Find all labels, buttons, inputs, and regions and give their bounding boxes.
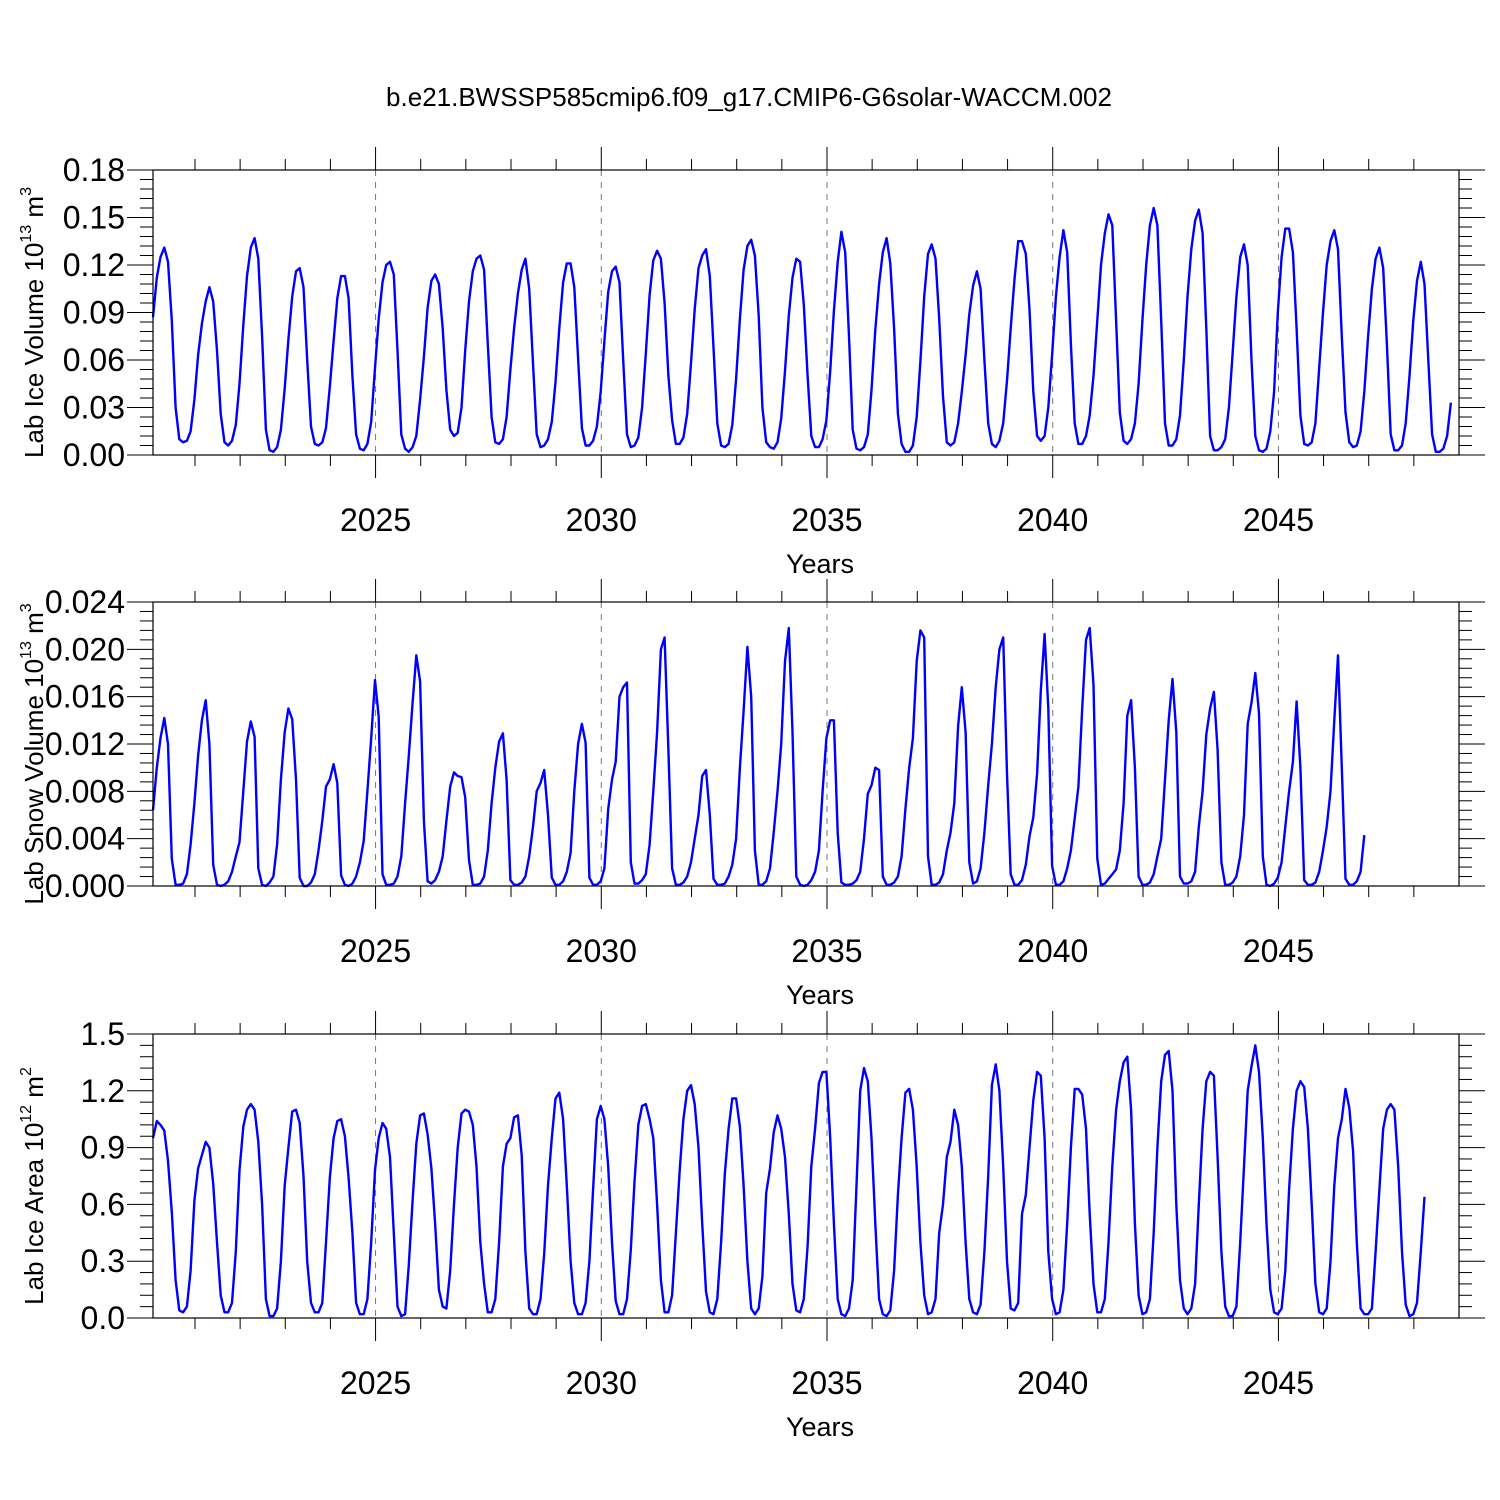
y-tick-label: 0.0 bbox=[81, 1300, 125, 1336]
x-tick-label: 2030 bbox=[566, 933, 637, 969]
y-tick-label: 0.15 bbox=[63, 200, 125, 236]
panel-3: 0.0 0.3 0.6 0.9 1.2 1.5 2025 2030 2035 2040 2045 Ye… bbox=[18, 1011, 1485, 1442]
x-axis-title: Years bbox=[786, 549, 854, 579]
x-tick-label: 2035 bbox=[791, 933, 862, 969]
x-tick-label: 2025 bbox=[340, 502, 411, 538]
y-tick-label: 0.00 bbox=[63, 437, 125, 473]
x-axis-title: Years bbox=[786, 1412, 854, 1442]
y-tick-label: 0.024 bbox=[45, 584, 125, 620]
x-tick-label: 2035 bbox=[791, 502, 862, 538]
y-tick-label: 1.5 bbox=[81, 1016, 125, 1052]
y-tick-label: 0.18 bbox=[63, 152, 125, 188]
y-tick-label: 0.016 bbox=[45, 679, 125, 715]
x-tick-label: 2045 bbox=[1243, 933, 1314, 969]
y-tick-label: 0.9 bbox=[81, 1130, 125, 1166]
y-axis-title: Lab Ice Volume 1013 m3 bbox=[18, 187, 49, 458]
x-tick-label: 2030 bbox=[566, 1365, 637, 1401]
x-tick-label: 2040 bbox=[1017, 1365, 1088, 1401]
y-tick-label: 1.2 bbox=[81, 1073, 125, 1109]
plot-frame bbox=[152, 1033, 1460, 1319]
x-tick-label: 2040 bbox=[1017, 502, 1088, 538]
x-tick-label: 2045 bbox=[1243, 502, 1314, 538]
x-tick-label: 2025 bbox=[340, 933, 411, 969]
y-tick-label: 0.6 bbox=[81, 1186, 125, 1222]
plot-frame bbox=[152, 169, 1460, 456]
y-tick-label: 0.12 bbox=[63, 247, 125, 283]
y-tick-label: 0.3 bbox=[81, 1243, 125, 1279]
x-axis-title: Years bbox=[786, 980, 854, 1010]
y-tick-label: 0.012 bbox=[45, 726, 125, 762]
series-line bbox=[151, 206, 1453, 453]
panel-1: 0.00 0.03 0.06 0.09 0.12 0.15 0.18 2025 2030 2035… bbox=[18, 147, 1485, 579]
y-tick-label: 0.004 bbox=[45, 821, 125, 857]
figure-title: b.e21.BWSSP585cmip6.f09_g17.CMIP6-G6sola… bbox=[386, 82, 1112, 112]
y-tick-label: 0.09 bbox=[63, 295, 125, 331]
panel-2: 0.000 0.004 0.008 0.012 0.016 0.020 0.024 2025 2… bbox=[18, 579, 1485, 1010]
x-tick-label: 2035 bbox=[791, 1365, 862, 1401]
series-line bbox=[151, 626, 1366, 888]
y-tick-label: 0.03 bbox=[63, 390, 125, 426]
plot-frame bbox=[152, 601, 1460, 887]
y-tick-label: 0.06 bbox=[63, 342, 125, 378]
y-tick-label: 0.000 bbox=[45, 868, 125, 904]
y-axis-title: Lab Snow Volume 1013 m3 bbox=[18, 603, 49, 904]
y-tick-label: 0.020 bbox=[45, 631, 125, 667]
x-tick-label: 2040 bbox=[1017, 933, 1088, 969]
x-tick-label: 2045 bbox=[1243, 1365, 1314, 1401]
y-tick-label: 0.008 bbox=[45, 773, 125, 809]
x-tick-label: 2025 bbox=[340, 1365, 411, 1401]
series-line bbox=[151, 1044, 1426, 1318]
x-tick-label: 2030 bbox=[566, 502, 637, 538]
y-axis-title: Lab Ice Area 1012 m2 bbox=[18, 1067, 49, 1305]
